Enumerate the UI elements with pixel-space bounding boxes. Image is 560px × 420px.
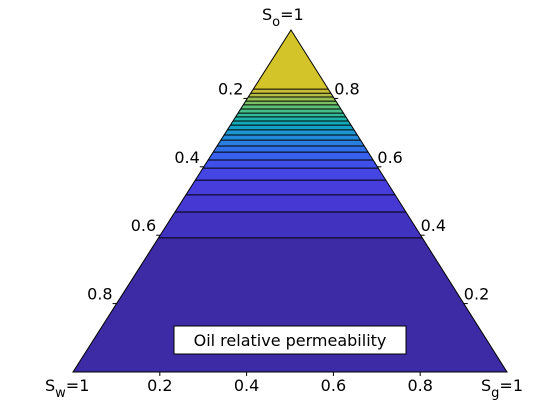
vertex-label: Sw=1 [45, 376, 89, 401]
so-tick-label: 0.2 [464, 285, 489, 304]
so-tick-label: 0.8 [334, 79, 359, 98]
contour-band [73, 30, 507, 90]
so-tick-label: 0.6 [377, 148, 402, 167]
contour-band [73, 112, 507, 118]
contour-band [73, 151, 507, 161]
contour-band [73, 167, 507, 181]
sg-tick-label: 0.6 [321, 376, 346, 395]
contour-band [73, 88, 507, 94]
sg-tick-label: 0.8 [407, 376, 432, 395]
contour-band [73, 104, 507, 110]
contour-band [73, 145, 507, 153]
triangle-frame [72, 29, 508, 373]
annotation-box [173, 325, 407, 355]
contour-band [73, 108, 507, 114]
sg-tick-label: 0.4 [234, 376, 259, 395]
contour-band [73, 139, 507, 147]
annotation: Oil relative permeability [194, 331, 387, 350]
so-tick-label: 0.4 [421, 216, 446, 235]
sw-tick-label: 0.4 [174, 148, 199, 167]
contour-band [73, 159, 507, 169]
contour-area [73, 30, 507, 372]
contour-band [73, 129, 507, 136]
sw-tick-label: 0.6 [131, 216, 156, 235]
sg-tick-label: 0.2 [147, 376, 172, 395]
contour-band [73, 194, 507, 213]
contour-band [73, 134, 507, 141]
sw-tick-label: 0.2 [218, 79, 243, 98]
vertex-label: So=1 [262, 5, 304, 30]
contour-band [73, 93, 507, 98]
contour-band [73, 116, 507, 122]
vertex-label: Sg=1 [481, 376, 523, 401]
contour-band [73, 120, 507, 126]
contour-band [73, 179, 507, 196]
contour-band [73, 124, 507, 131]
contour-band [73, 96, 507, 102]
sw-tick-label: 0.8 [87, 285, 112, 304]
contour-band [73, 100, 507, 106]
